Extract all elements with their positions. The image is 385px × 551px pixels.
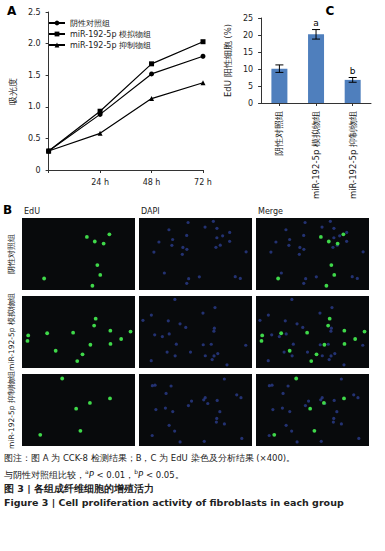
- svg-text:24 h: 24 h: [91, 178, 109, 187]
- svg-text:48 h: 48 h: [143, 178, 161, 187]
- svg-text:a: a: [313, 18, 319, 28]
- svg-text:5: 5: [248, 82, 253, 91]
- svg-text:吸光度: 吸光度: [8, 78, 18, 105]
- svg-text:Merge: Merge: [258, 207, 283, 216]
- svg-text:阴性对照组: 阴性对照组: [274, 111, 284, 156]
- svg-text:miR-192-5p 模拟物组: miR-192-5p 模拟物组: [7, 293, 16, 371]
- svg-text:miR-192-5p 模拟物组: miR-192-5p 模拟物组: [70, 30, 151, 39]
- svg-text:25: 25: [243, 14, 253, 23]
- svg-text:miR-192-5p 抑制物组: miR-192-5p 抑制物组: [7, 371, 16, 449]
- svg-text:EdU 阳性细胞 (%): EdU 阳性细胞 (%): [223, 24, 233, 97]
- svg-text:b: b: [350, 66, 356, 76]
- html-text:图注：图 A 为 CCK-8 检测结果；B，C 为 EdU: 图注：图 A 为 CCK-8 检测结果；B，C 为 EdU 染色及分析结果 (×…: [4, 453, 296, 463]
- svg-text:10: 10: [243, 65, 253, 74]
- html-text:与阴性对照组比较，aP < 0.01，bP < 0.05。: 与阴性对照组比较，aP < 0.01，bP < 0.05。: [4, 468, 184, 480]
- svg-text:0: 0: [248, 99, 253, 108]
- svg-text:2.5: 2.5: [28, 8, 41, 17]
- html-text:Figure 3 | Cell proliferation: Figure 3 | Cell proliferation activity o…: [4, 496, 344, 508]
- svg-text:0.5: 0.5: [28, 134, 41, 143]
- svg-text:阴性对照组: 阴性对照组: [7, 234, 16, 274]
- svg-text:EdU: EdU: [24, 207, 40, 216]
- svg-text:A: A: [7, 4, 17, 18]
- html-text:图 3 | 各组成纤维细胞的增殖活力: 图 3 | 各组成纤维细胞的增殖活力: [4, 482, 154, 494]
- svg-text:1.0: 1.0: [28, 102, 41, 111]
- svg-text:15: 15: [243, 48, 253, 57]
- svg-text:72 h: 72 h: [194, 178, 212, 187]
- svg-text:miR-192-5p 模拟物组: miR-192-5p 模拟物组: [311, 111, 321, 199]
- svg-text:阴性对照组: 阴性对照组: [70, 19, 110, 28]
- svg-text:miR-192-5p 抑制物组: miR-192-5p 抑制物组: [70, 41, 151, 50]
- svg-text:B: B: [3, 203, 12, 217]
- svg-text:C: C: [325, 4, 334, 18]
- svg-text:miR-192-5p 抑制物组: miR-192-5p 抑制物组: [348, 111, 358, 199]
- svg-text:2.0: 2.0: [28, 39, 41, 48]
- svg-text:DAPI: DAPI: [141, 207, 160, 216]
- svg-text:1.5: 1.5: [28, 71, 41, 80]
- svg-text:20: 20: [243, 31, 253, 40]
- svg-text:0: 0: [36, 166, 41, 175]
